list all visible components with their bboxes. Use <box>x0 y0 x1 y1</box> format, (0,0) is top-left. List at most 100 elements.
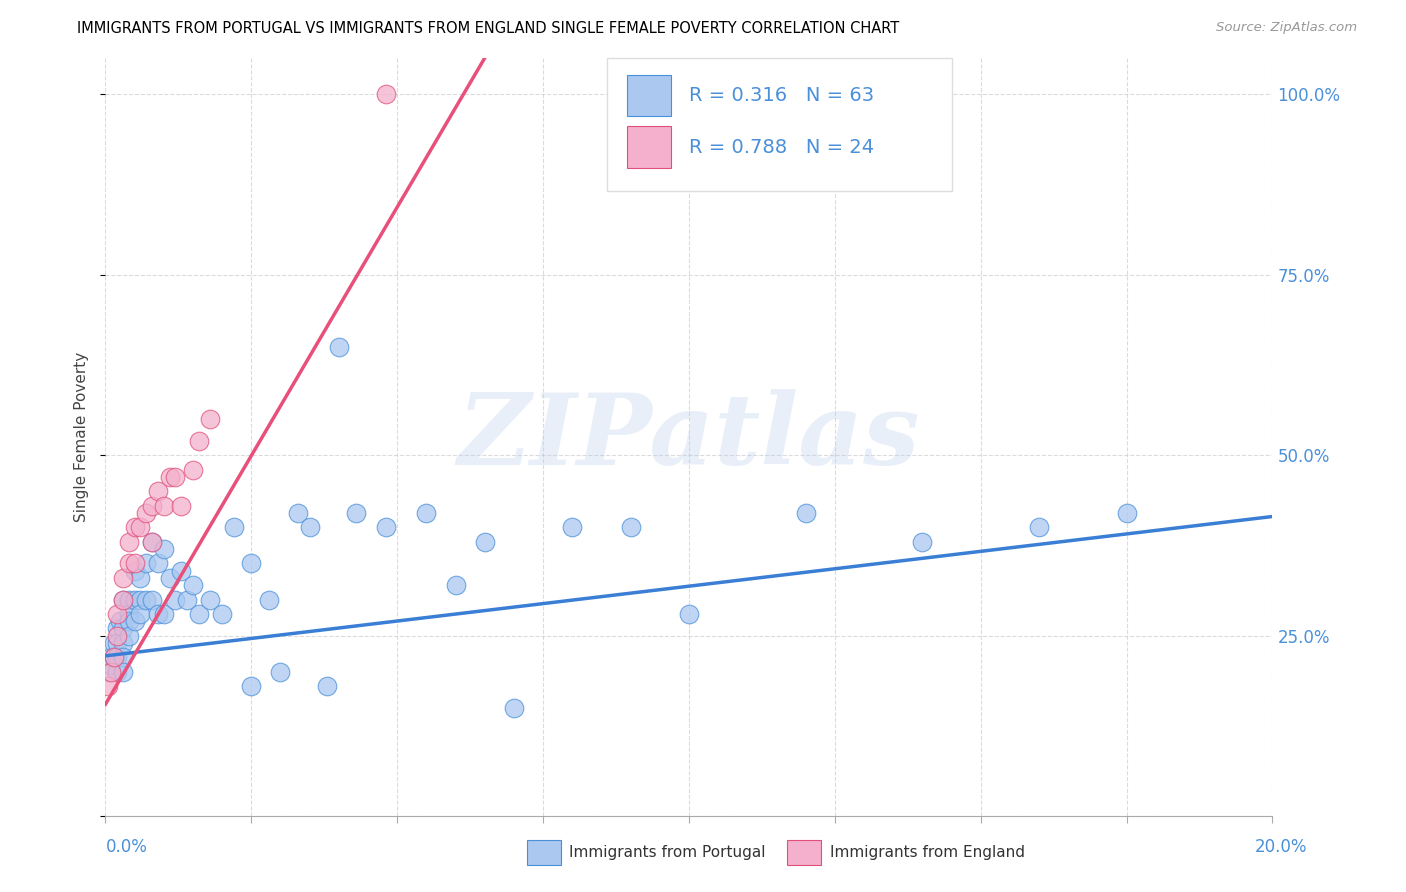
Point <box>176 592 198 607</box>
Point <box>211 607 233 621</box>
Point <box>135 592 157 607</box>
Point <box>97 665 120 679</box>
Point <box>153 499 174 513</box>
Point <box>165 592 187 607</box>
Text: Immigrants from England: Immigrants from England <box>830 846 1025 860</box>
Point <box>141 534 163 549</box>
Text: 0.0%: 0.0% <box>105 838 148 856</box>
Point <box>111 571 134 585</box>
Point <box>105 636 128 650</box>
Point <box>124 520 146 534</box>
Point <box>111 636 134 650</box>
Point <box>146 607 169 621</box>
Point <box>181 462 204 476</box>
Point <box>118 614 141 628</box>
Point <box>415 506 437 520</box>
Point <box>146 484 169 499</box>
Text: R = 0.788   N = 24: R = 0.788 N = 24 <box>689 138 875 157</box>
Point <box>344 506 367 520</box>
Point <box>794 506 817 520</box>
Point <box>129 592 152 607</box>
FancyBboxPatch shape <box>627 126 672 168</box>
FancyBboxPatch shape <box>607 58 952 191</box>
Point <box>316 679 339 693</box>
Point <box>105 607 128 621</box>
Point <box>118 607 141 621</box>
Point <box>100 665 122 679</box>
Point <box>146 557 169 571</box>
Point <box>105 650 128 665</box>
Point <box>374 520 396 534</box>
Point <box>111 592 134 607</box>
Point <box>911 534 934 549</box>
Point <box>200 592 222 607</box>
Point <box>170 499 193 513</box>
Point <box>298 520 321 534</box>
FancyBboxPatch shape <box>627 75 672 116</box>
Point <box>129 520 152 534</box>
Point <box>118 629 141 643</box>
Point <box>118 592 141 607</box>
Text: Immigrants from Portugal: Immigrants from Portugal <box>569 846 766 860</box>
Point <box>111 665 134 679</box>
Text: 20.0%: 20.0% <box>1256 838 1308 856</box>
Point <box>181 578 204 592</box>
Point <box>124 564 146 578</box>
Point <box>287 506 309 520</box>
Point <box>105 665 128 679</box>
Point <box>474 534 496 549</box>
Point <box>503 701 526 715</box>
Point <box>124 614 146 628</box>
Point <box>374 87 396 101</box>
Point <box>619 520 641 534</box>
Point <box>269 665 292 679</box>
Point <box>124 592 146 607</box>
Point <box>444 578 467 592</box>
Point <box>153 607 174 621</box>
Text: ZIPatlas: ZIPatlas <box>458 389 920 485</box>
Point <box>129 571 152 585</box>
Point <box>108 614 131 628</box>
Point <box>100 650 122 665</box>
Point <box>118 534 141 549</box>
Point <box>257 592 280 607</box>
Point <box>159 470 181 484</box>
Point <box>240 679 263 693</box>
Point <box>97 679 120 693</box>
Point <box>678 607 700 621</box>
Point <box>159 571 181 585</box>
Text: IMMIGRANTS FROM PORTUGAL VS IMMIGRANTS FROM ENGLAND SINGLE FEMALE POVERTY CORREL: IMMIGRANTS FROM PORTUGAL VS IMMIGRANTS F… <box>77 21 900 36</box>
Point <box>105 629 128 643</box>
Point <box>222 520 245 534</box>
Point <box>111 592 134 607</box>
Y-axis label: Single Female Poverty: Single Female Poverty <box>75 352 90 522</box>
Point <box>100 657 122 672</box>
Point <box>240 557 263 571</box>
Point <box>141 592 163 607</box>
Point <box>170 564 193 578</box>
Point <box>103 650 125 665</box>
Point <box>141 499 163 513</box>
Point <box>111 622 134 636</box>
Point <box>187 434 209 448</box>
Point <box>187 607 209 621</box>
Point <box>1028 520 1050 534</box>
Point <box>118 557 141 571</box>
Point <box>124 557 146 571</box>
Point <box>328 340 350 354</box>
Point <box>103 650 125 665</box>
Text: R = 0.316   N = 63: R = 0.316 N = 63 <box>689 87 875 105</box>
Point <box>1115 506 1137 520</box>
Point <box>153 541 174 556</box>
Text: Source: ZipAtlas.com: Source: ZipAtlas.com <box>1216 21 1357 34</box>
Point <box>103 636 125 650</box>
Point <box>165 470 187 484</box>
Point <box>135 557 157 571</box>
Point <box>111 650 134 665</box>
Point <box>561 520 583 534</box>
Point <box>141 534 163 549</box>
Point <box>105 622 128 636</box>
Point <box>129 607 152 621</box>
Point <box>135 506 157 520</box>
Point <box>200 412 222 426</box>
